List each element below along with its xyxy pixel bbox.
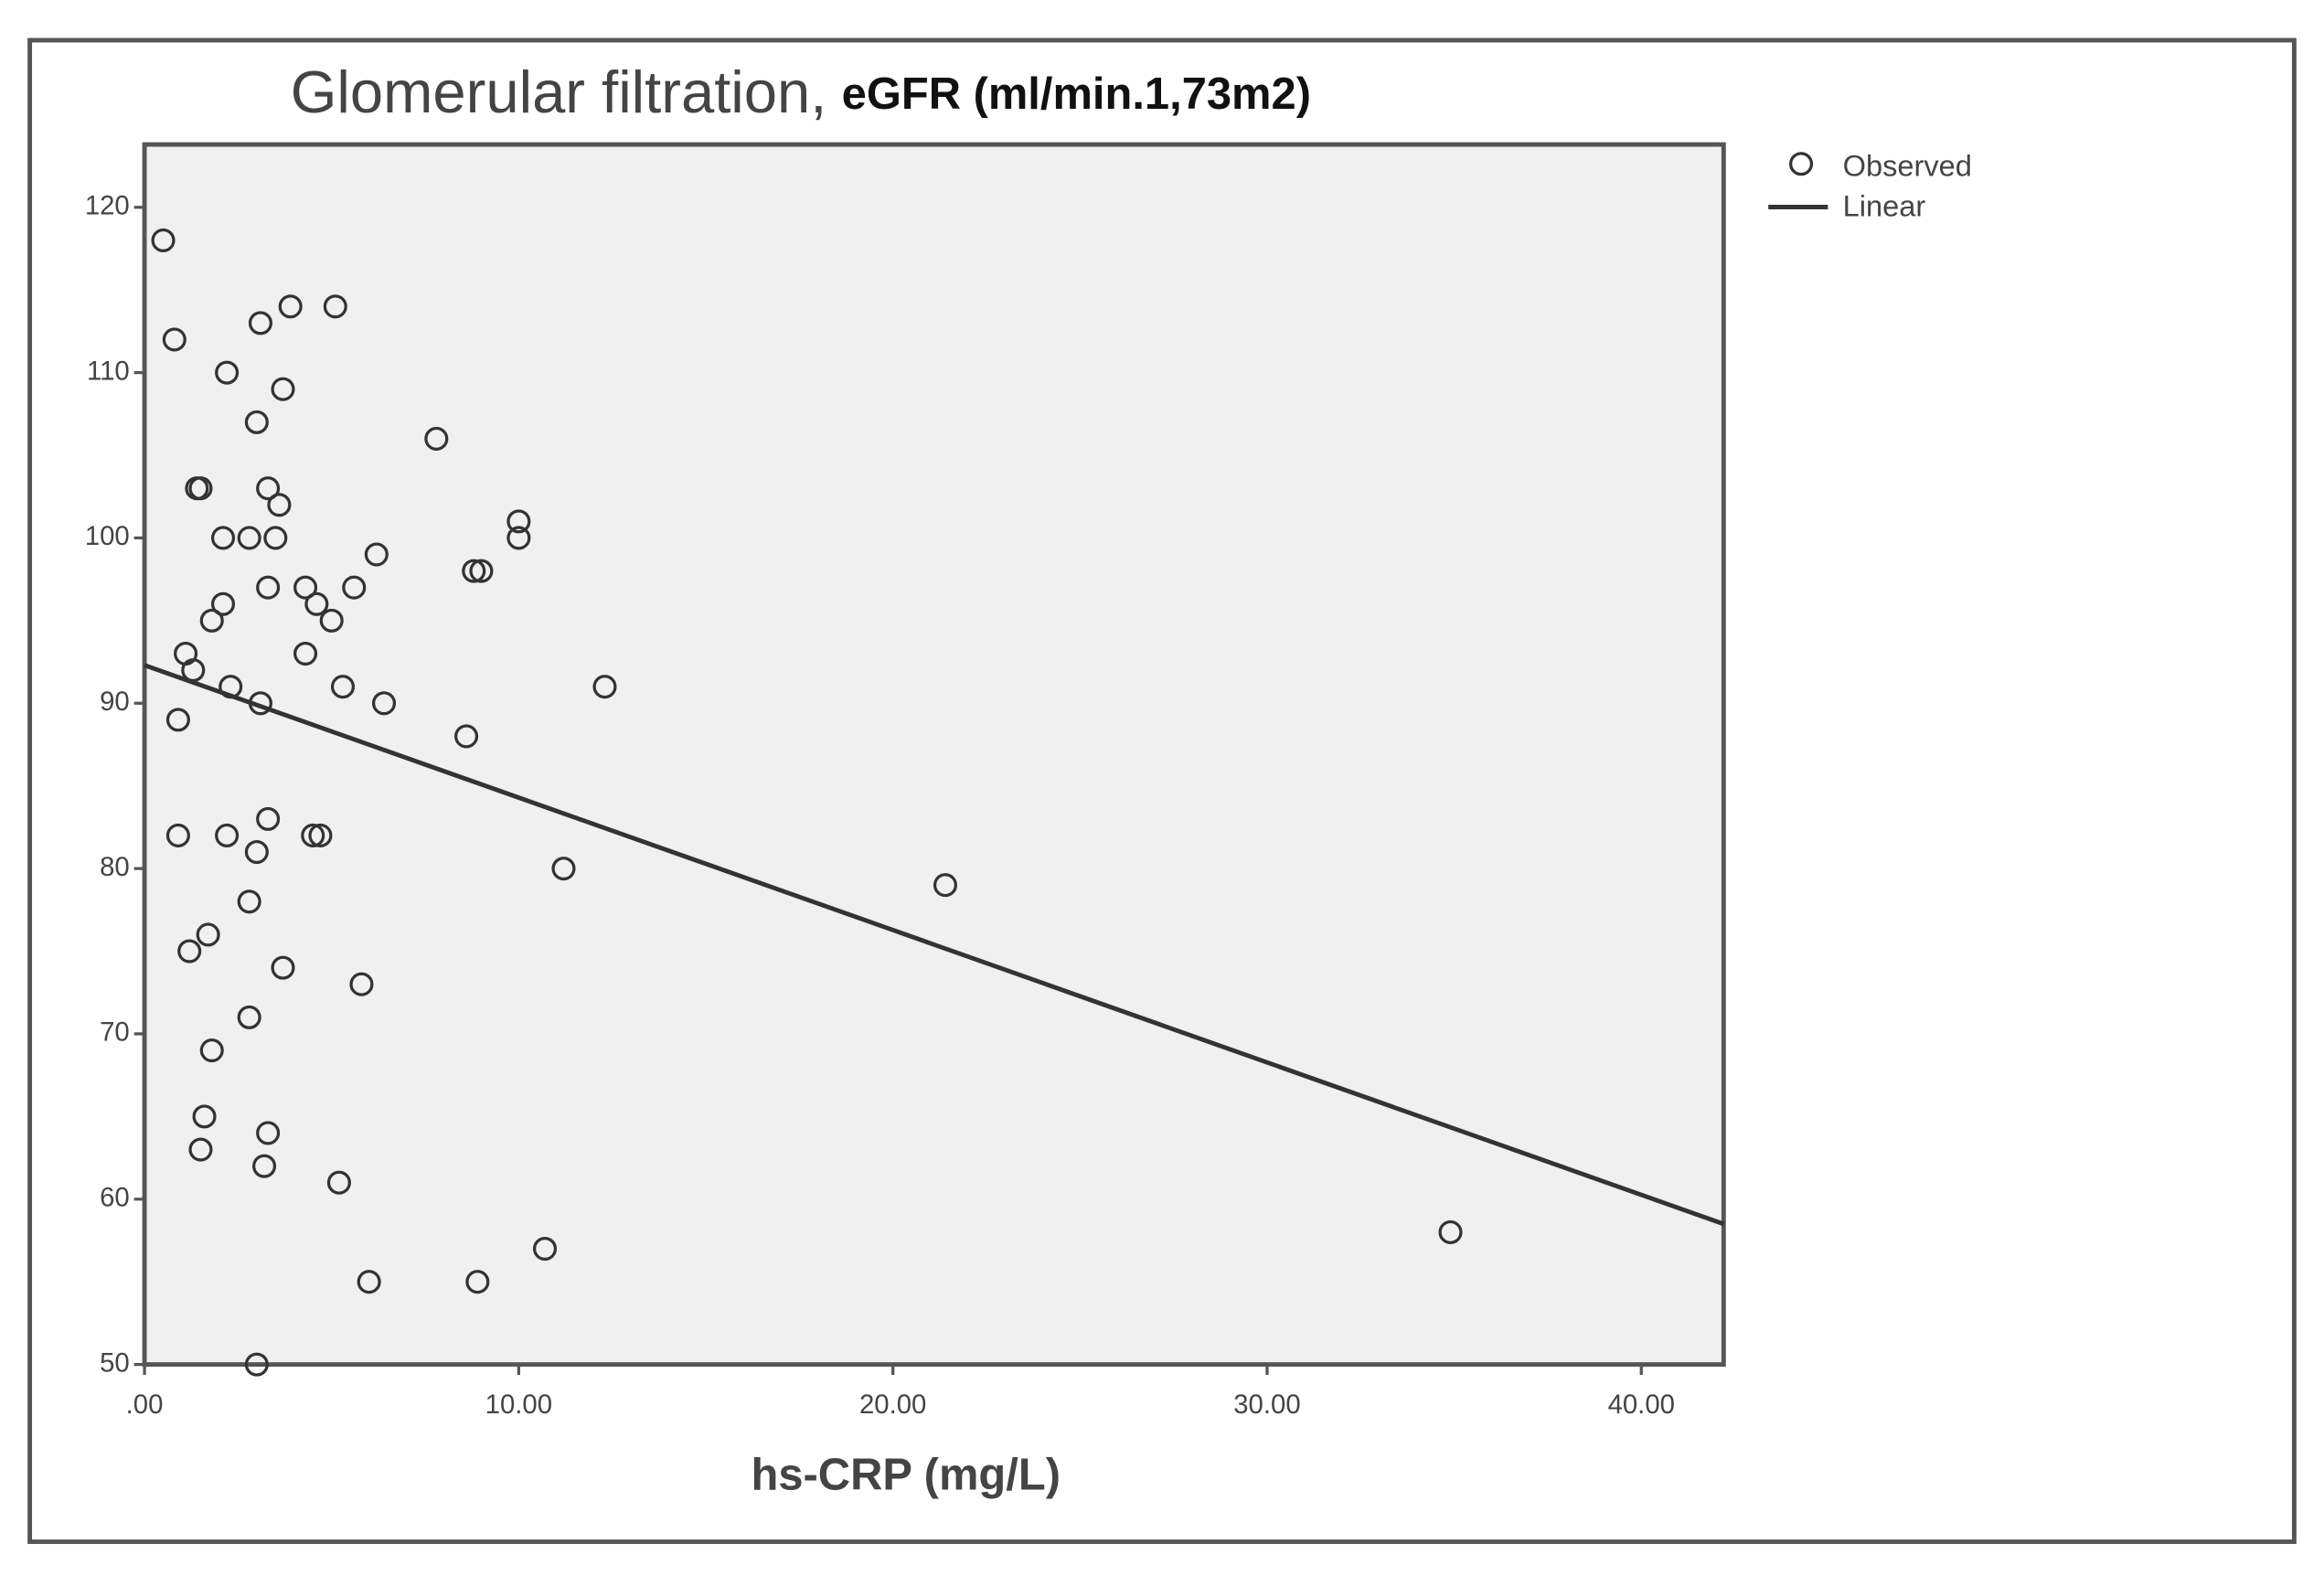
- y-tick-label: 90: [100, 687, 130, 717]
- data-point: [371, 691, 397, 716]
- x-tick-label: 40.00: [1608, 1390, 1675, 1420]
- x-tick-label: 10.00: [485, 1390, 552, 1420]
- data-point: [215, 360, 240, 385]
- legend-label: Observed: [1843, 150, 1972, 183]
- data-point: [256, 1121, 281, 1145]
- data-point: [278, 294, 303, 319]
- data-point: [192, 1104, 217, 1129]
- data-point: [244, 410, 269, 434]
- data-point: [237, 526, 261, 550]
- y-tick-label: 50: [100, 1347, 130, 1378]
- data-point: [342, 575, 367, 600]
- data-point: [165, 708, 190, 732]
- x-axis-label: hs-CRP (mg/L): [751, 1450, 1061, 1499]
- data-point: [330, 675, 356, 699]
- data-point: [256, 575, 281, 600]
- y-tick-label: 80: [100, 852, 130, 882]
- data-point: [248, 311, 272, 335]
- data-point: [244, 1352, 269, 1377]
- data-point: [165, 823, 190, 847]
- data-point: [506, 509, 531, 534]
- data-point: [326, 1170, 351, 1195]
- y-tick-label: 70: [100, 1017, 130, 1048]
- data-point: [293, 575, 318, 600]
- data-point: [252, 1154, 277, 1178]
- data-point: [304, 591, 329, 616]
- data-point: [506, 526, 531, 550]
- data-point: [271, 377, 295, 401]
- y-tick-label: 120: [85, 191, 130, 221]
- data-point: [244, 839, 269, 865]
- subtitle: eGFR (ml/min.1,73m2): [842, 69, 1311, 119]
- data-point: [319, 608, 344, 633]
- data-point: [256, 806, 281, 831]
- data-point: [199, 1038, 224, 1063]
- data-point: [469, 559, 494, 583]
- data-point: [465, 1270, 490, 1294]
- data-point: [188, 476, 213, 501]
- legend-label: Linear: [1843, 190, 1926, 223]
- data-point: [210, 591, 236, 616]
- x-tick-label: 30.00: [1233, 1390, 1300, 1420]
- data-point: [177, 939, 202, 964]
- data-point: [188, 1137, 213, 1162]
- data-point: [293, 641, 318, 666]
- data-point: [267, 493, 292, 517]
- data-point: [424, 426, 449, 451]
- chart-title: Glomerular filtration, eGFR (ml/min.1,73m…: [291, 59, 1311, 125]
- fit-line: [144, 663, 1725, 1227]
- x-tick-label: 20.00: [859, 1390, 926, 1420]
- data-point: [532, 1236, 558, 1262]
- data-point: [237, 1005, 261, 1029]
- data-point: [151, 228, 176, 252]
- title: Glomerular filtration,: [291, 59, 827, 125]
- y-tick-label: 110: [87, 356, 130, 386]
- data-point: [271, 955, 295, 980]
- data-point: [357, 1270, 381, 1294]
- x-tick-label: .00: [126, 1390, 164, 1420]
- data-point: [210, 526, 236, 550]
- data-point: [263, 526, 288, 550]
- data-point: [215, 823, 240, 847]
- y-tick-label: 100: [85, 521, 130, 551]
- data-point: [364, 542, 389, 567]
- data-point: [196, 922, 220, 947]
- data-point: [308, 823, 333, 847]
- data-point: [256, 476, 281, 501]
- data-point: [454, 724, 479, 749]
- data-point: [349, 972, 374, 996]
- data-point: [199, 608, 224, 633]
- data-point: [162, 327, 187, 352]
- data-point: [592, 675, 617, 699]
- data-point: [237, 889, 261, 914]
- data-point: [301, 823, 325, 847]
- data-point: [323, 294, 347, 319]
- data-point: [551, 857, 576, 881]
- data-point: [933, 873, 958, 898]
- data-point: [462, 559, 486, 583]
- data-point: [1438, 1219, 1463, 1244]
- plot-area: [142, 142, 1726, 1368]
- legend-marker: [1789, 152, 1814, 176]
- y-tick-label: 60: [100, 1183, 130, 1213]
